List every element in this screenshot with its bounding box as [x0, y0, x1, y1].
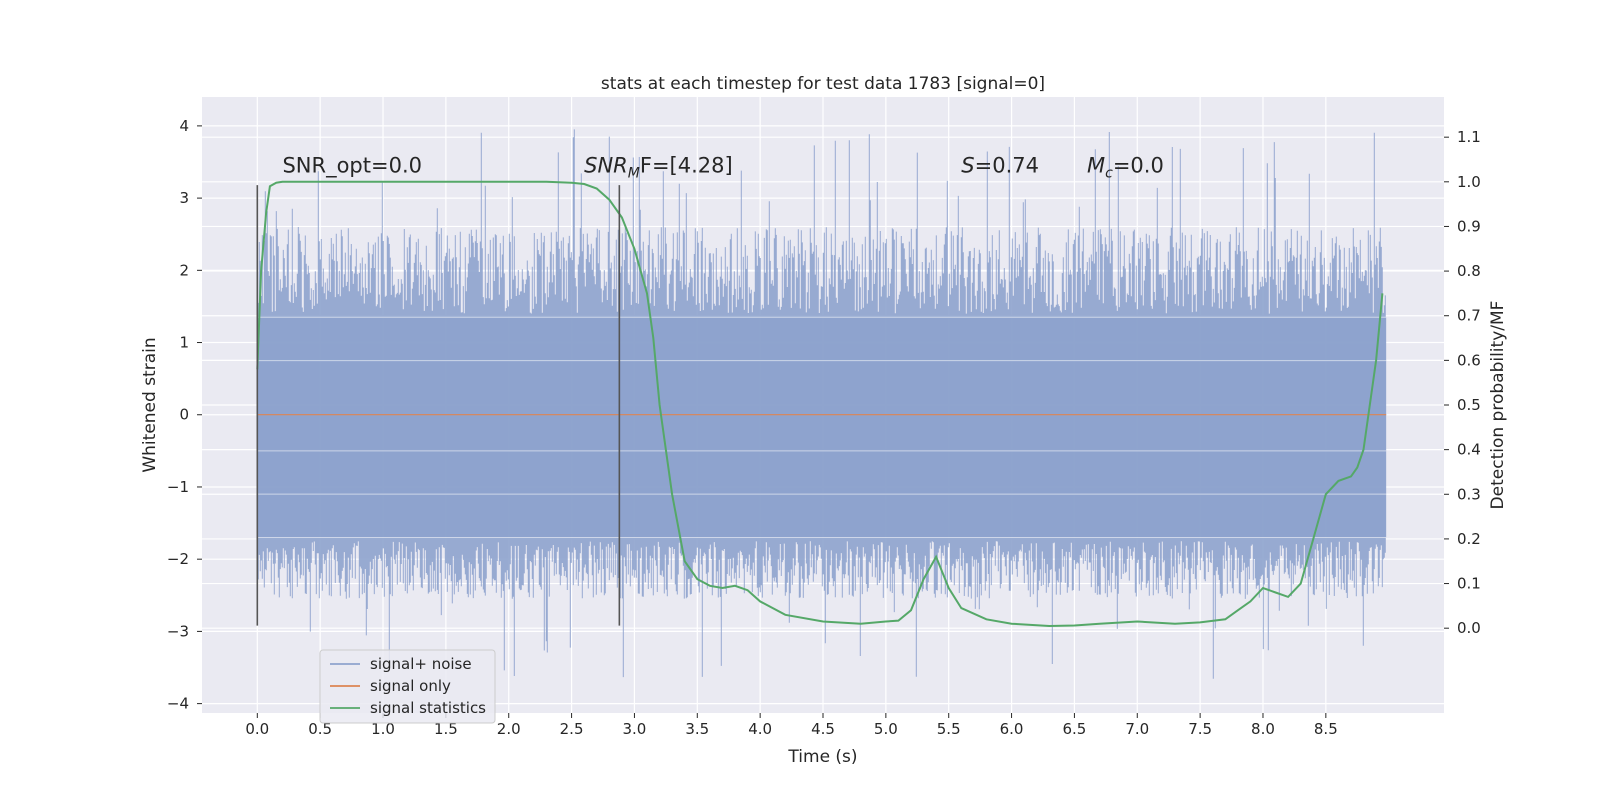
x-tick-label: 3.5 — [685, 720, 709, 738]
x-tick-label: 6.0 — [1000, 720, 1024, 738]
y-tick-label: −4 — [167, 695, 189, 713]
x-tick-label: 8.5 — [1314, 720, 1338, 738]
series-signal-statistics — [256, 180, 1384, 628]
y-tick-label: −1 — [167, 478, 189, 496]
x-tick-label: 7.0 — [1125, 720, 1149, 738]
x-axis-label: Time (s) — [787, 747, 857, 767]
y-tick-label: −3 — [167, 622, 189, 640]
series-layer — [256, 180, 1387, 628]
x-tick-label: 1.5 — [434, 720, 458, 738]
y-right-tick-label: 1.1 — [1457, 128, 1481, 146]
annotation-snr-opt: SNR_opt=0.0 — [282, 153, 422, 178]
vline-layer — [256, 185, 621, 626]
x-tick-label: 8.0 — [1251, 720, 1275, 738]
x-tick-label: 1.0 — [371, 720, 395, 738]
y-right-tick-label: 0.1 — [1457, 575, 1481, 593]
y-tick-label: 2 — [179, 261, 189, 279]
y-right-tick-label: 0.5 — [1457, 396, 1481, 414]
x-tick-label: 0.5 — [308, 720, 332, 738]
legend-label-signal-noise: signal+ noise — [370, 655, 472, 673]
y-right-tick-label: 1.0 — [1457, 173, 1481, 191]
y-right-tick-label: 0.7 — [1457, 307, 1481, 325]
y-right-tick-label: 0.2 — [1457, 530, 1481, 548]
x-tick-label: 6.5 — [1062, 720, 1086, 738]
annotation-s-stat: S=0.74 — [961, 153, 1039, 177]
y-right-tick-label: 0.9 — [1457, 217, 1481, 235]
annotation-mc: Mc=0.0 — [1087, 153, 1164, 181]
chart-title: stats at each timestep for test data 178… — [601, 74, 1045, 94]
y-tick-label: 4 — [179, 117, 189, 135]
y-right-tick-label: 0.4 — [1457, 441, 1481, 459]
y-axis-right-label: Detection probability/MF — [1488, 301, 1508, 510]
y-right-tick-label: 0.3 — [1457, 485, 1481, 503]
y-tick-label: 1 — [179, 334, 189, 352]
y-right-tick-label: 0.8 — [1457, 262, 1481, 280]
y-axis-label: Whitened strain — [140, 337, 160, 472]
x-tick-label: 4.5 — [811, 720, 835, 738]
x-tick-label: 7.5 — [1188, 720, 1212, 738]
legend-label-signal-only: signal only — [370, 677, 451, 695]
x-tick-label: 5.5 — [937, 720, 961, 738]
y-tick-label: 3 — [179, 189, 189, 207]
x-tick-label: 4.0 — [748, 720, 772, 738]
y-tick-label: −2 — [167, 550, 189, 568]
legend-box — [319, 649, 496, 724]
x-tick-label: 3.0 — [623, 720, 647, 738]
x-tick-label: 2.5 — [560, 720, 584, 738]
x-tick-label: 2.0 — [497, 720, 521, 738]
tick-layer: 0.0 0.5 1.0 1.5 2.0 2.5 3.0 3.5 4.0 4.5 5.0 5.5 6.0 6… — [167, 117, 1481, 738]
noise-layer — [256, 129, 1387, 679]
x-tick-label: 5.0 — [874, 720, 898, 738]
legend: signal+ noise signal only signal statist… — [319, 649, 496, 724]
annotation-snr-mf: SNRMF=[4.28] — [584, 153, 733, 181]
y-tick-label: 0 — [179, 406, 189, 424]
y-right-tick-label: 0.0 — [1457, 619, 1481, 637]
x-tick-label: 0.0 — [245, 720, 269, 738]
y-right-tick-label: 0.6 — [1457, 351, 1481, 369]
legend-label-signal-statistics: signal statistics — [370, 699, 486, 717]
